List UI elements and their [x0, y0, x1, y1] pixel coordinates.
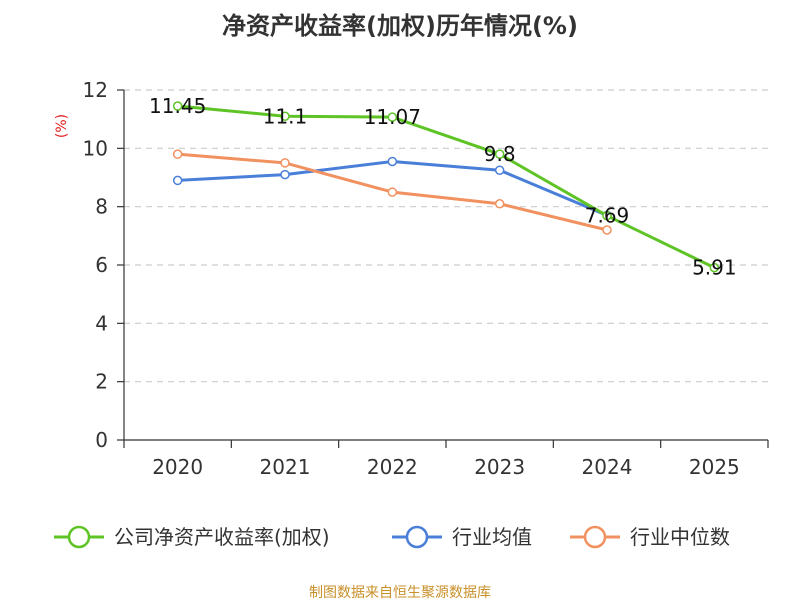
series-point	[387, 187, 398, 197]
y-tick-label: 8	[95, 195, 108, 219]
data-label: 7.69	[585, 204, 630, 228]
y-tick-label: 2	[95, 370, 108, 394]
data-label: 5.91	[692, 256, 737, 280]
series-point	[172, 175, 183, 186]
x-tick-label: 2023	[474, 455, 525, 479]
legend-swatch-marker	[405, 525, 429, 549]
series-point	[602, 225, 612, 235]
legend-label: 公司净资产收益率(加权)	[114, 525, 330, 549]
series-point	[494, 199, 505, 209]
y-tick-label: 6	[95, 253, 108, 277]
series-point	[280, 111, 290, 121]
series-point	[172, 149, 183, 159]
series-lines	[172, 101, 720, 273]
series-point	[172, 101, 183, 111]
y-tick-label: 10	[83, 136, 108, 160]
y-axis-unit-label: (%)	[54, 114, 70, 138]
legend-swatch-marker	[67, 525, 91, 549]
x-tick-label: 2020	[152, 455, 203, 479]
series-point	[387, 112, 398, 122]
chart-title: 净资产收益率(加权)历年情况(%)	[222, 12, 578, 40]
gridlines	[124, 89, 768, 383]
data-label: 9.8	[484, 142, 516, 166]
source-label: 制图数据来自恒生聚源数据库	[309, 585, 491, 600]
series-point	[709, 262, 720, 273]
series-point	[280, 158, 290, 168]
legend-swatch-marker	[583, 525, 607, 549]
data-label: 11.45	[149, 94, 206, 118]
legend-label: 行业均值	[452, 525, 532, 549]
data-labels: 11.45 11.1 11.07 9.8 7.69 5.91	[149, 94, 737, 280]
legend: 公司净资产收益率(加权) 行业均值 行业中位数	[54, 525, 730, 549]
x-tick-label: 2025	[689, 455, 740, 479]
y-tick-label: 12	[83, 78, 108, 102]
series-point	[602, 210, 612, 221]
series-point	[387, 156, 398, 167]
axes: 0 2 4 6 8 10 12 2020 2021 2022 2023 2024 2025	[83, 78, 769, 479]
x-tick-label: 2022	[367, 455, 418, 479]
data-label: 11.07	[364, 105, 421, 129]
series-point	[494, 149, 505, 159]
series-point	[494, 165, 505, 175]
x-tick-label: 2024	[582, 455, 633, 479]
legend-label: 行业中位数	[630, 525, 730, 549]
x-tick-label: 2021	[260, 455, 311, 479]
y-tick-label: 4	[95, 311, 108, 335]
series-point	[280, 169, 290, 180]
data-label: 11.1	[263, 104, 308, 128]
series-line	[176, 104, 716, 270]
y-tick-label: 0	[95, 428, 108, 452]
